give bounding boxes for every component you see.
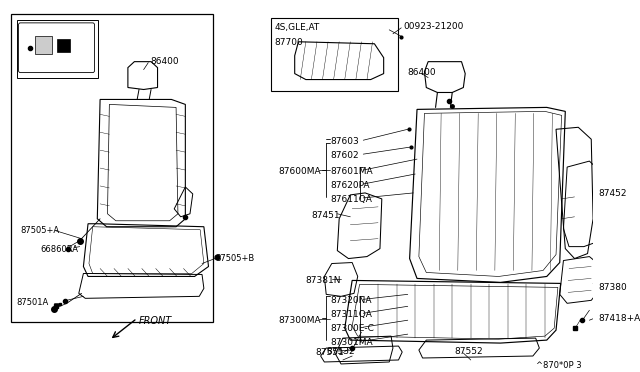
Text: 87381N: 87381N [306, 276, 341, 285]
Text: 87505+B: 87505+B [215, 254, 254, 263]
Text: 87600MA: 87600MA [278, 167, 321, 176]
Bar [271, 18, 399, 92]
Text: 87418+A: 87418+A [598, 314, 640, 323]
Text: 87311QA: 87311QA [330, 310, 372, 319]
Text: 87532: 87532 [326, 347, 355, 356]
Text: 87552: 87552 [454, 347, 483, 356]
Text: 87620PA: 87620PA [330, 181, 369, 190]
Text: 87505+A: 87505+A [20, 226, 60, 235]
Bar [58, 39, 70, 52]
Text: 87700: 87700 [275, 38, 303, 47]
Text: 86400: 86400 [408, 68, 436, 77]
Text: 87501A: 87501A [17, 298, 49, 307]
Bar [11, 14, 213, 322]
Text: 87320NA: 87320NA [330, 296, 371, 305]
Text: 87601MA: 87601MA [330, 167, 372, 176]
Text: 00923-21200: 00923-21200 [403, 22, 463, 31]
Text: 87300MA: 87300MA [278, 316, 321, 325]
Text: 87602: 87602 [330, 151, 358, 160]
Text: 87300E-C: 87300E-C [330, 324, 374, 333]
Text: 87301MA: 87301MA [330, 338, 372, 347]
Bar [17, 20, 98, 78]
Bar [35, 36, 52, 54]
FancyBboxPatch shape [19, 23, 95, 73]
Text: 87551: 87551 [315, 348, 344, 357]
Text: 66860RA: 66860RA [41, 245, 79, 254]
Text: FRONT: FRONT [139, 316, 172, 326]
Text: 4S,GLE,AT: 4S,GLE,AT [275, 23, 319, 32]
Text: 87603: 87603 [330, 137, 358, 146]
Text: ^870*0P 3: ^870*0P 3 [536, 361, 582, 370]
Text: 86400: 86400 [150, 57, 179, 66]
Text: 87380: 87380 [598, 283, 627, 292]
Text: 87451: 87451 [312, 211, 340, 220]
Text: 87452: 87452 [598, 189, 627, 198]
Text: 87611QA: 87611QA [330, 195, 372, 204]
